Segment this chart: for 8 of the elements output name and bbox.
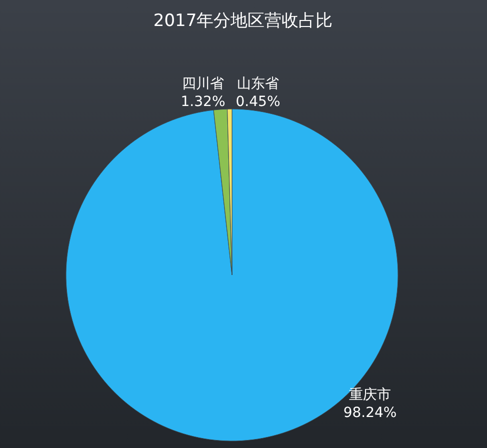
slice-label: 四川省: [182, 76, 224, 92]
pie-slice: [66, 108, 398, 441]
slice-label: 重庆市: [349, 387, 391, 403]
slice-label: 山东省: [237, 76, 279, 92]
data-label: 0.45%: [236, 94, 280, 110]
chart-title: 2017年分地区营收占比: [153, 11, 333, 31]
data-label: 98.24%: [343, 405, 397, 421]
data-label: 1.32%: [180, 94, 226, 110]
